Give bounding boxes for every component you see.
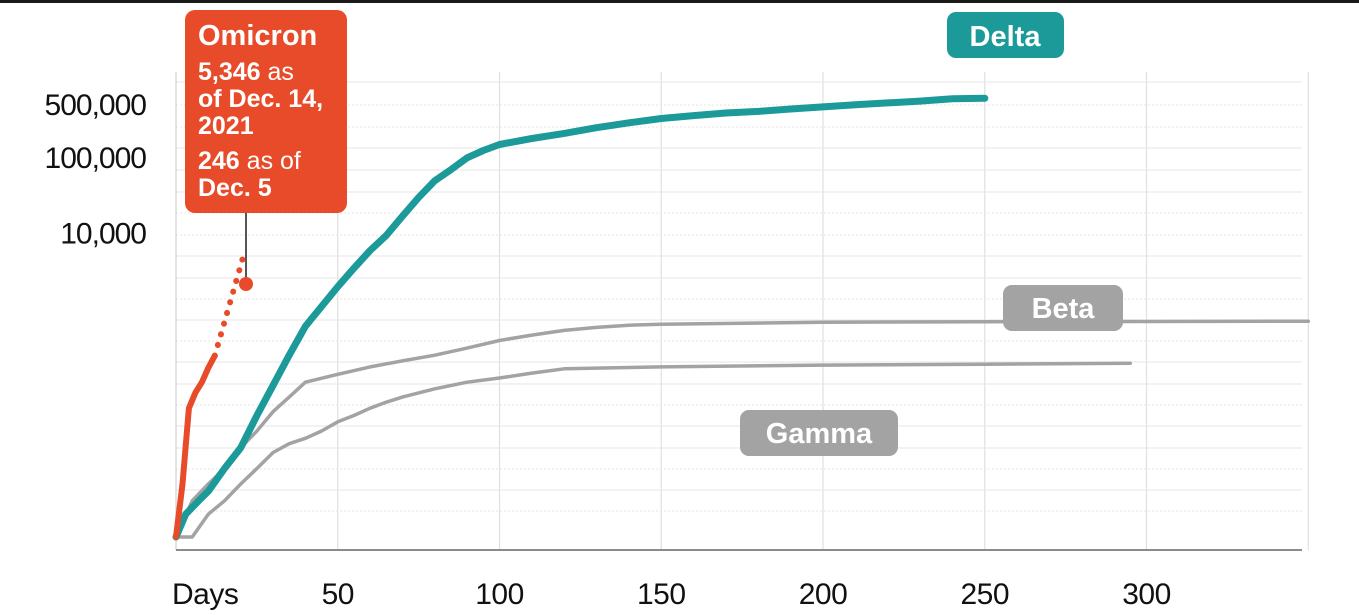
omicron-endpoint-marker <box>239 277 253 291</box>
series-line-delta <box>172 94 989 541</box>
gamma-tag-box <box>740 410 898 456</box>
omicron-callout-line1-rest: as <box>261 58 294 86</box>
top-rule <box>0 0 1359 3</box>
beta-tag-label: Beta <box>1032 293 1096 325</box>
x-tick-label: 250 <box>960 578 1009 611</box>
omicron-callout: Omicron 5,346 as of Dec. 14, 2021 246 as… <box>185 10 347 213</box>
x-tick-label: 100 <box>475 578 524 611</box>
gamma-tag: Gamma <box>740 410 898 456</box>
omicron-callout-line4-rest: as of <box>240 147 301 175</box>
omicron-callout-box <box>185 10 347 213</box>
gamma-tag-label: Gamma <box>766 418 873 450</box>
x-tick-label: Days <box>172 578 238 611</box>
omicron-callout-line4-value: 246 <box>198 147 240 175</box>
y-tick-label: 500,000 <box>45 89 147 122</box>
x-tick-label: 300 <box>1122 578 1171 611</box>
series-line-omicron <box>173 352 218 540</box>
y-tick-labels: 10,000 100,000 500,000 <box>45 89 148 251</box>
omicron-callout-line1-value: 5,346 <box>198 58 261 86</box>
delta-tag-label: Delta <box>970 21 1042 53</box>
omicron-callout-title: Omicron <box>198 20 317 52</box>
x-tick-label: 200 <box>799 578 848 611</box>
omicron-callout-line1: 5,346 as <box>198 58 294 86</box>
series-line-gamma <box>174 361 1133 539</box>
x-tick-label: 50 <box>322 578 354 611</box>
x-tick-label: 150 <box>637 578 686 611</box>
delta-tag: Delta <box>947 12 1064 58</box>
omicron-callout-line5: Dec. 5 <box>198 174 272 202</box>
y-tick-label: 100,000 <box>45 142 147 175</box>
x-tick-labels: Days 50 100 150 200 250 300 <box>172 578 1171 611</box>
beta-tag: Beta <box>1003 285 1123 331</box>
series-line-omicron-projection <box>211 251 247 359</box>
delta-tag-box <box>947 12 1064 58</box>
omicron-callout-line2: of Dec. 14, <box>198 85 323 113</box>
y-tick-label: 10,000 <box>60 218 146 251</box>
series-lines <box>172 94 1311 541</box>
omicron-callout-line3: 2021 <box>198 112 254 140</box>
beta-tag-box <box>1003 285 1123 331</box>
chart-grid <box>175 72 1309 550</box>
omicron-callout-line4: 246 as of <box>198 147 301 175</box>
